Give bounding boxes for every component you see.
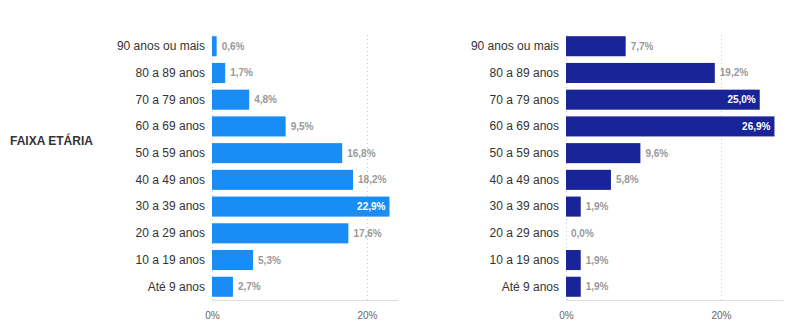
tick-label: 0% <box>205 310 220 321</box>
tick: 80 a 89 anos <box>136 66 212 80</box>
bars <box>566 36 774 297</box>
category-label: 60 a 69 anos <box>136 119 205 133</box>
category-label: 50 a 59 anos <box>136 146 205 160</box>
category-label: 40 a 49 anos <box>136 173 205 187</box>
tick: 60 a 69 anos <box>490 119 566 133</box>
tick: 80 a 89 anos <box>490 66 566 80</box>
category-label: 90 anos ou mais <box>117 39 205 53</box>
data-label: 22,9% <box>357 201 385 212</box>
category-label: 70 a 79 anos <box>490 93 559 107</box>
bar <box>566 63 715 83</box>
tick: Até 9 anos <box>148 280 212 294</box>
data-label: 1,7% <box>230 67 253 78</box>
data-label: 4,8% <box>254 94 277 105</box>
data-label: 7,7% <box>631 41 654 52</box>
data-label: 0,0% <box>571 228 594 239</box>
bar <box>212 36 217 56</box>
tick-label: 0% <box>559 310 574 321</box>
category-label: 80 a 89 anos <box>136 66 205 80</box>
bar <box>566 143 640 163</box>
category-label: Até 9 anos <box>148 280 205 294</box>
tick: 90 anos ou mais <box>471 39 566 53</box>
tick: 50 a 59 anos <box>490 146 566 160</box>
category-label: 80 a 89 anos <box>490 66 559 80</box>
data-label: 1,9% <box>586 281 609 292</box>
data-labels: 0,6% 1,7% 4,8% 9,5% 16,8% 18,2% 22,9% 17,6% 5,3%… <box>222 41 387 293</box>
tick-label: 20% <box>711 310 731 321</box>
bar <box>212 197 389 217</box>
bar <box>212 90 249 110</box>
bar <box>212 63 225 83</box>
category-label: 30 a 39 anos <box>490 199 559 213</box>
data-label: 26,9% <box>742 121 770 132</box>
tick: Até 9 anos <box>502 280 566 294</box>
bar <box>566 277 581 297</box>
panel: 0% 20% 90 anos ou mais 80 a 89 anos 70 a 79 … <box>471 33 784 321</box>
category-label: 50 a 59 anos <box>490 146 559 160</box>
bar <box>566 197 581 217</box>
tick: 10 a 19 anos <box>490 253 566 267</box>
bar <box>566 116 774 136</box>
bar <box>566 250 581 270</box>
tick: 60 a 69 anos <box>136 119 212 133</box>
data-label: 9,6% <box>645 148 668 159</box>
data-label: 5,3% <box>258 255 281 266</box>
bar <box>566 90 760 110</box>
data-label: 2,7% <box>238 281 261 292</box>
category-label: 40 a 49 anos <box>490 173 559 187</box>
tick: 30 a 39 anos <box>136 199 212 213</box>
category-label: 60 a 69 anos <box>490 119 559 133</box>
data-labels: 7,7% 19,2% 25,0% 26,9% 9,6% 5,8% 1,9% 0,0% 1,9% 1… <box>571 41 771 293</box>
bar <box>566 223 567 243</box>
bar <box>566 36 626 56</box>
tick: 70 a 79 anos <box>490 93 566 107</box>
tick: 10 a 19 anos <box>136 253 212 267</box>
category-label: 90 anos ou mais <box>471 39 559 53</box>
bar <box>566 170 611 190</box>
data-label: 25,0% <box>727 94 755 105</box>
category-label: 10 a 19 anos <box>136 253 205 267</box>
bar <box>212 277 233 297</box>
bar <box>212 116 286 136</box>
tick: 70 a 79 anos <box>136 93 212 107</box>
tick: 30 a 39 anos <box>490 199 566 213</box>
axis-line <box>567 300 784 301</box>
data-label: 1,9% <box>586 255 609 266</box>
data-label: 0,6% <box>222 41 245 52</box>
category-label: 70 a 79 anos <box>136 93 205 107</box>
axis-line <box>213 300 399 301</box>
tick: 20 a 29 anos <box>136 226 212 240</box>
data-label: 18,2% <box>358 174 386 185</box>
bar <box>212 250 253 270</box>
category-label: 20 a 29 anos <box>490 226 559 240</box>
tick: 90 anos ou mais <box>117 39 212 53</box>
bar <box>212 223 348 243</box>
y-axis: 90 anos ou mais 80 a 89 anos 70 a 79 anos 6… <box>117 39 212 294</box>
bars <box>212 36 389 297</box>
tick: 40 a 49 anos <box>136 173 212 187</box>
data-label: 9,5% <box>291 121 314 132</box>
y-axis-title: FAIXA ETÁRIA <box>10 133 93 148</box>
bar <box>212 143 342 163</box>
category-label: 30 a 39 anos <box>136 199 205 213</box>
tick: 50 a 59 anos <box>136 146 212 160</box>
tick-label: 20% <box>357 310 377 321</box>
x-axis: 0% 20% <box>559 33 783 321</box>
data-label: 17,6% <box>353 228 381 239</box>
x-axis: 0% 20% <box>205 33 398 321</box>
y-axis: 90 anos ou mais 80 a 89 anos 70 a 79 anos 6… <box>471 39 566 294</box>
data-label: 16,8% <box>347 148 375 159</box>
panel: FAIXA ETÁRIA 0% 20% 90 anos ou mais 80 a 89 … <box>10 33 399 321</box>
category-label: 10 a 19 anos <box>490 253 559 267</box>
category-label: 20 a 29 anos <box>136 226 205 240</box>
tick: 40 a 49 anos <box>490 173 566 187</box>
chart-root: FAIXA ETÁRIA 0% 20% 90 anos ou mais 80 a 89 … <box>0 0 800 332</box>
bar <box>212 170 353 190</box>
data-label: 1,9% <box>586 201 609 212</box>
grid-line <box>367 33 368 300</box>
category-label: Até 9 anos <box>502 280 559 294</box>
data-label: 5,8% <box>616 174 639 185</box>
tick: 20 a 29 anos <box>490 226 566 240</box>
data-label: 19,2% <box>720 67 748 78</box>
